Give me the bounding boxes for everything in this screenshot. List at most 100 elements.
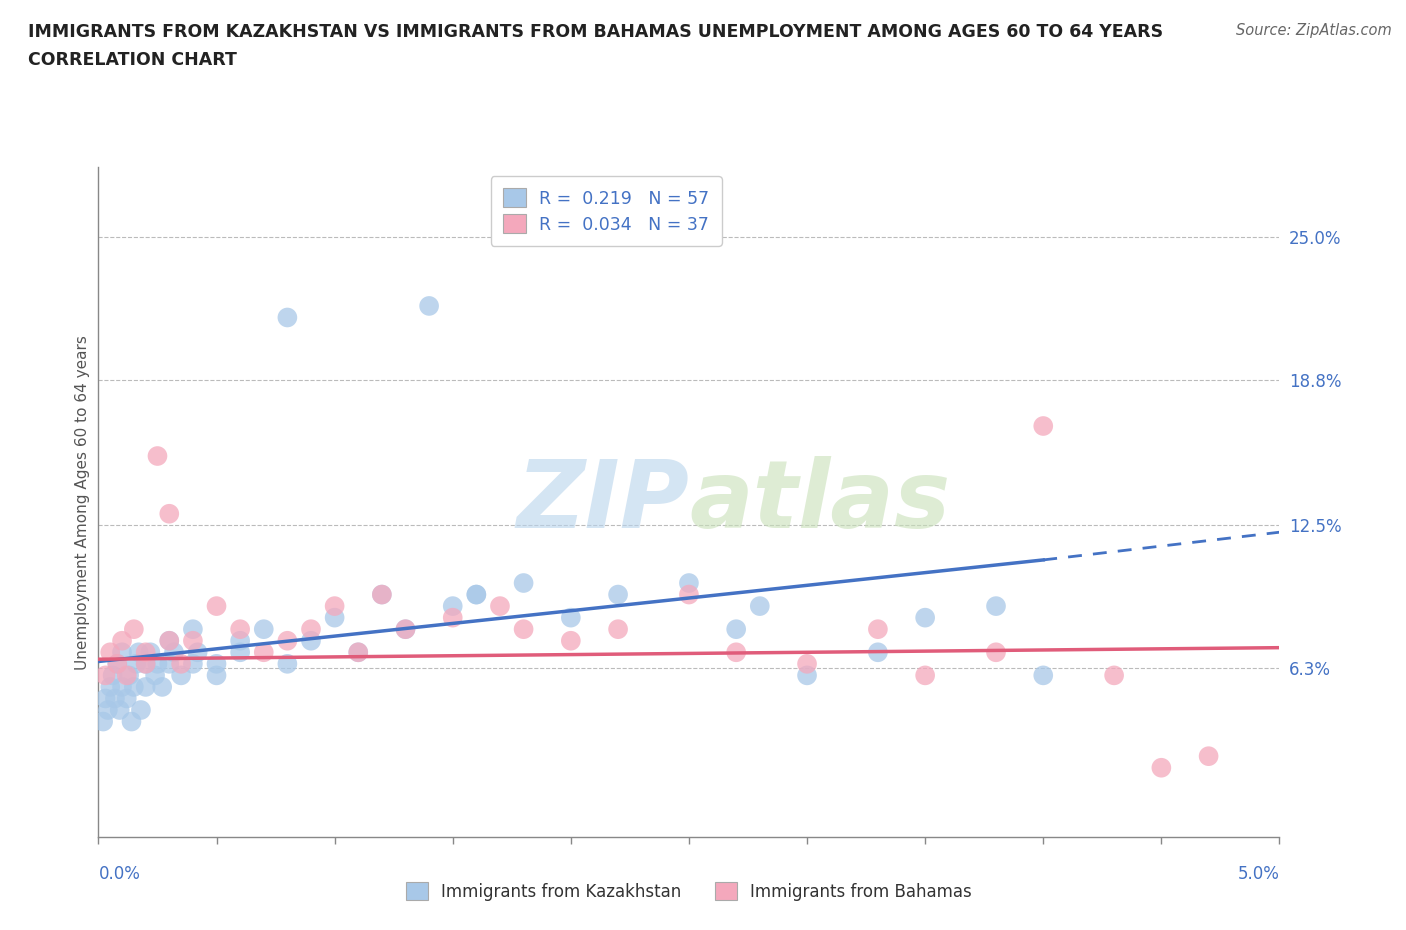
Point	[984, 599, 1007, 614]
Point	[101, 668, 124, 683]
Point	[560, 610, 582, 625]
Point	[560, 633, 582, 648]
Point	[146, 657, 169, 671]
Point	[121, 714, 143, 729]
Point	[97, 702, 120, 717]
Point	[371, 587, 394, 602]
Point	[111, 644, 134, 659]
Point	[1032, 668, 1054, 683]
Point	[866, 622, 889, 637]
Point	[170, 668, 193, 683]
Point	[135, 657, 157, 671]
Point	[796, 657, 818, 671]
Point	[139, 644, 162, 659]
Point	[1032, 418, 1054, 433]
Text: atlas: atlas	[689, 457, 950, 548]
Point	[984, 644, 1007, 659]
Point	[205, 668, 228, 683]
Point	[135, 680, 157, 695]
Point	[229, 644, 252, 659]
Point	[465, 587, 488, 602]
Point	[276, 633, 298, 648]
Point	[122, 680, 145, 695]
Point	[118, 668, 141, 683]
Text: ZIP: ZIP	[516, 457, 689, 548]
Point	[135, 657, 157, 671]
Point	[323, 610, 346, 625]
Point	[157, 657, 180, 671]
Point	[181, 633, 204, 648]
Point	[205, 657, 228, 671]
Point	[98, 680, 121, 695]
Point	[253, 622, 276, 637]
Text: CORRELATION CHART: CORRELATION CHART	[28, 51, 238, 69]
Point	[104, 691, 127, 706]
Point	[108, 702, 131, 717]
Point	[914, 668, 936, 683]
Point	[678, 587, 700, 602]
Point	[181, 622, 204, 637]
Point	[276, 657, 298, 671]
Point	[323, 599, 346, 614]
Point	[796, 668, 818, 683]
Y-axis label: Unemployment Among Ages 60 to 64 years: Unemployment Among Ages 60 to 64 years	[75, 335, 90, 670]
Point	[94, 691, 117, 706]
Point	[441, 599, 464, 614]
Point	[418, 299, 440, 313]
Point	[125, 657, 148, 671]
Point	[150, 680, 173, 695]
Point	[170, 657, 193, 671]
Point	[489, 599, 512, 614]
Point	[157, 633, 180, 648]
Point	[725, 622, 748, 637]
Point	[135, 644, 157, 659]
Point	[607, 587, 630, 602]
Point	[105, 657, 128, 671]
Text: 5.0%: 5.0%	[1237, 865, 1279, 883]
Point	[512, 622, 534, 637]
Point	[129, 702, 152, 717]
Point	[105, 657, 128, 671]
Point	[115, 691, 138, 706]
Point	[229, 633, 252, 648]
Point	[299, 622, 322, 637]
Point	[111, 633, 134, 648]
Point	[347, 644, 370, 659]
Point	[914, 610, 936, 625]
Point	[866, 644, 889, 659]
Point	[394, 622, 416, 637]
Point	[1150, 761, 1173, 776]
Point	[1102, 668, 1125, 683]
Point	[748, 599, 770, 614]
Point	[276, 310, 298, 325]
Point	[143, 668, 166, 683]
Point	[146, 448, 169, 463]
Point	[115, 668, 138, 683]
Point	[347, 644, 370, 659]
Text: 0.0%: 0.0%	[98, 865, 141, 883]
Point	[299, 633, 322, 648]
Point	[91, 714, 114, 729]
Point	[157, 506, 180, 521]
Point	[128, 644, 150, 659]
Point	[371, 587, 394, 602]
Point	[94, 668, 117, 683]
Point	[111, 680, 134, 695]
Point	[157, 633, 180, 648]
Point	[181, 657, 204, 671]
Point	[98, 644, 121, 659]
Legend: Immigrants from Kazakhstan, Immigrants from Bahamas: Immigrants from Kazakhstan, Immigrants f…	[398, 873, 980, 909]
Point	[465, 587, 488, 602]
Point	[512, 576, 534, 591]
Point	[187, 644, 209, 659]
Point	[1198, 749, 1220, 764]
Point	[678, 576, 700, 591]
Text: IMMIGRANTS FROM KAZAKHSTAN VS IMMIGRANTS FROM BAHAMAS UNEMPLOYMENT AMONG AGES 60: IMMIGRANTS FROM KAZAKHSTAN VS IMMIGRANTS…	[28, 23, 1163, 41]
Point	[441, 610, 464, 625]
Point	[229, 622, 252, 637]
Point	[394, 622, 416, 637]
Text: Source: ZipAtlas.com: Source: ZipAtlas.com	[1236, 23, 1392, 38]
Point	[163, 644, 186, 659]
Point	[253, 644, 276, 659]
Point	[607, 622, 630, 637]
